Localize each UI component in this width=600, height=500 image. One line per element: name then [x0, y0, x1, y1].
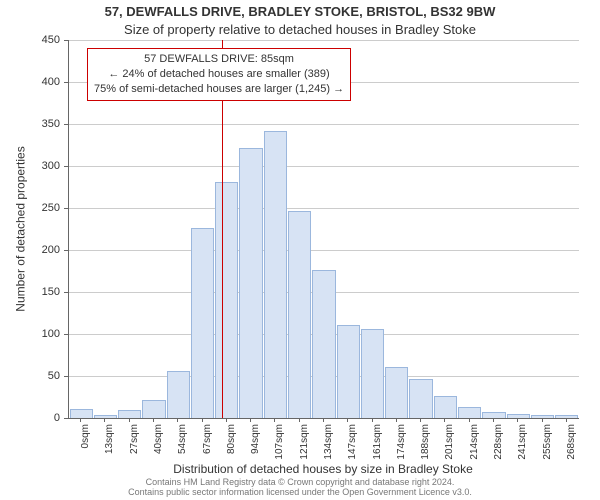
footer-attribution: Contains HM Land Registry data © Crown c… — [0, 478, 600, 498]
x-axis-label: Distribution of detached houses by size … — [68, 462, 578, 476]
bar — [142, 400, 165, 418]
x-tick-label: 94sqm — [250, 424, 261, 454]
x-tick-mark — [517, 418, 518, 422]
x-tick-label: 201sqm — [444, 424, 455, 460]
x-tick-label: 147sqm — [347, 424, 358, 460]
x-tick-mark — [347, 418, 348, 422]
x-tick-mark — [274, 418, 275, 422]
bar — [312, 270, 335, 418]
x-tick-mark — [202, 418, 203, 422]
bar — [409, 379, 432, 418]
x-tick-label: 13sqm — [104, 424, 115, 454]
x-tick-mark — [493, 418, 494, 422]
x-tick-label: 255sqm — [542, 424, 553, 460]
x-tick-label: 214sqm — [469, 424, 480, 460]
x-tick-mark — [299, 418, 300, 422]
x-tick-label: 27sqm — [129, 424, 140, 454]
x-tick-label: 80sqm — [226, 424, 237, 454]
bar — [361, 329, 384, 418]
x-tick-mark — [444, 418, 445, 422]
x-tick-mark — [396, 418, 397, 422]
x-tick-label: 241sqm — [517, 424, 528, 460]
bar — [337, 325, 360, 418]
x-tick-mark — [129, 418, 130, 422]
x-tick-label: 268sqm — [566, 424, 577, 460]
bar — [70, 409, 93, 418]
bar — [191, 228, 214, 418]
y-tick-label: 150 — [0, 286, 60, 298]
y-tick-label: 200 — [0, 244, 60, 256]
x-tick-mark — [153, 418, 154, 422]
y-tick-label: 0 — [0, 412, 60, 424]
bar — [239, 148, 262, 418]
x-tick-label: 107sqm — [274, 424, 285, 460]
x-tick-label: 67sqm — [202, 424, 213, 454]
bar — [434, 396, 457, 418]
x-tick-mark — [542, 418, 543, 422]
y-axis-ticks: 050100150200250300350400450 — [0, 40, 64, 418]
x-tick-mark — [226, 418, 227, 422]
y-tick-label: 450 — [0, 34, 60, 46]
x-tick-label: 0sqm — [80, 424, 91, 448]
x-tick-mark — [250, 418, 251, 422]
chart-subtitle: Size of property relative to detached ho… — [0, 22, 600, 37]
x-tick-label: 40sqm — [153, 424, 164, 454]
annotation-line1: 57 DEWFALLS DRIVE: 85sqm — [94, 52, 344, 67]
x-tick-label: 174sqm — [396, 424, 407, 460]
annotation-box: 57 DEWFALLS DRIVE: 85sqm ← 24% of detach… — [87, 48, 351, 101]
y-tick-label: 100 — [0, 328, 60, 340]
bar — [385, 367, 408, 418]
x-tick-mark — [566, 418, 567, 422]
page-title: 57, DEWFALLS DRIVE, BRADLEY STOKE, BRIST… — [0, 4, 600, 19]
footer-line2: Contains public sector information licen… — [0, 488, 600, 498]
y-tick-label: 300 — [0, 160, 60, 172]
x-tick-mark — [323, 418, 324, 422]
x-tick-mark — [469, 418, 470, 422]
plot-area: 57 DEWFALLS DRIVE: 85sqm ← 24% of detach… — [68, 40, 579, 419]
annotation-line3: 75% of semi-detached houses are larger (… — [94, 82, 344, 97]
y-tick-label: 50 — [0, 370, 60, 382]
bar — [458, 407, 481, 418]
x-axis-ticks: 0sqm 13sqm 27sqm 40sqm 54sqm 67sqm 80sqm 94sqm 1… — [68, 418, 578, 460]
y-tick-label: 400 — [0, 76, 60, 88]
x-tick-mark — [80, 418, 81, 422]
bar — [288, 211, 311, 418]
bar — [118, 410, 141, 418]
annotation-line2: ← 24% of detached houses are smaller (38… — [94, 67, 344, 82]
bar — [215, 182, 238, 418]
x-tick-label: 161sqm — [372, 424, 383, 460]
x-tick-label: 134sqm — [323, 424, 334, 460]
x-tick-label: 228sqm — [493, 424, 504, 460]
chart-container: 57, DEWFALLS DRIVE, BRADLEY STOKE, BRIST… — [0, 0, 600, 500]
x-tick-mark — [104, 418, 105, 422]
x-tick-label: 188sqm — [420, 424, 431, 460]
x-tick-label: 121sqm — [299, 424, 310, 460]
bar — [264, 131, 287, 418]
x-tick-mark — [372, 418, 373, 422]
x-tick-mark — [177, 418, 178, 422]
y-tick-label: 250 — [0, 202, 60, 214]
bar — [167, 371, 190, 418]
x-tick-label: 54sqm — [177, 424, 188, 454]
x-tick-mark — [420, 418, 421, 422]
y-tick-label: 350 — [0, 118, 60, 130]
